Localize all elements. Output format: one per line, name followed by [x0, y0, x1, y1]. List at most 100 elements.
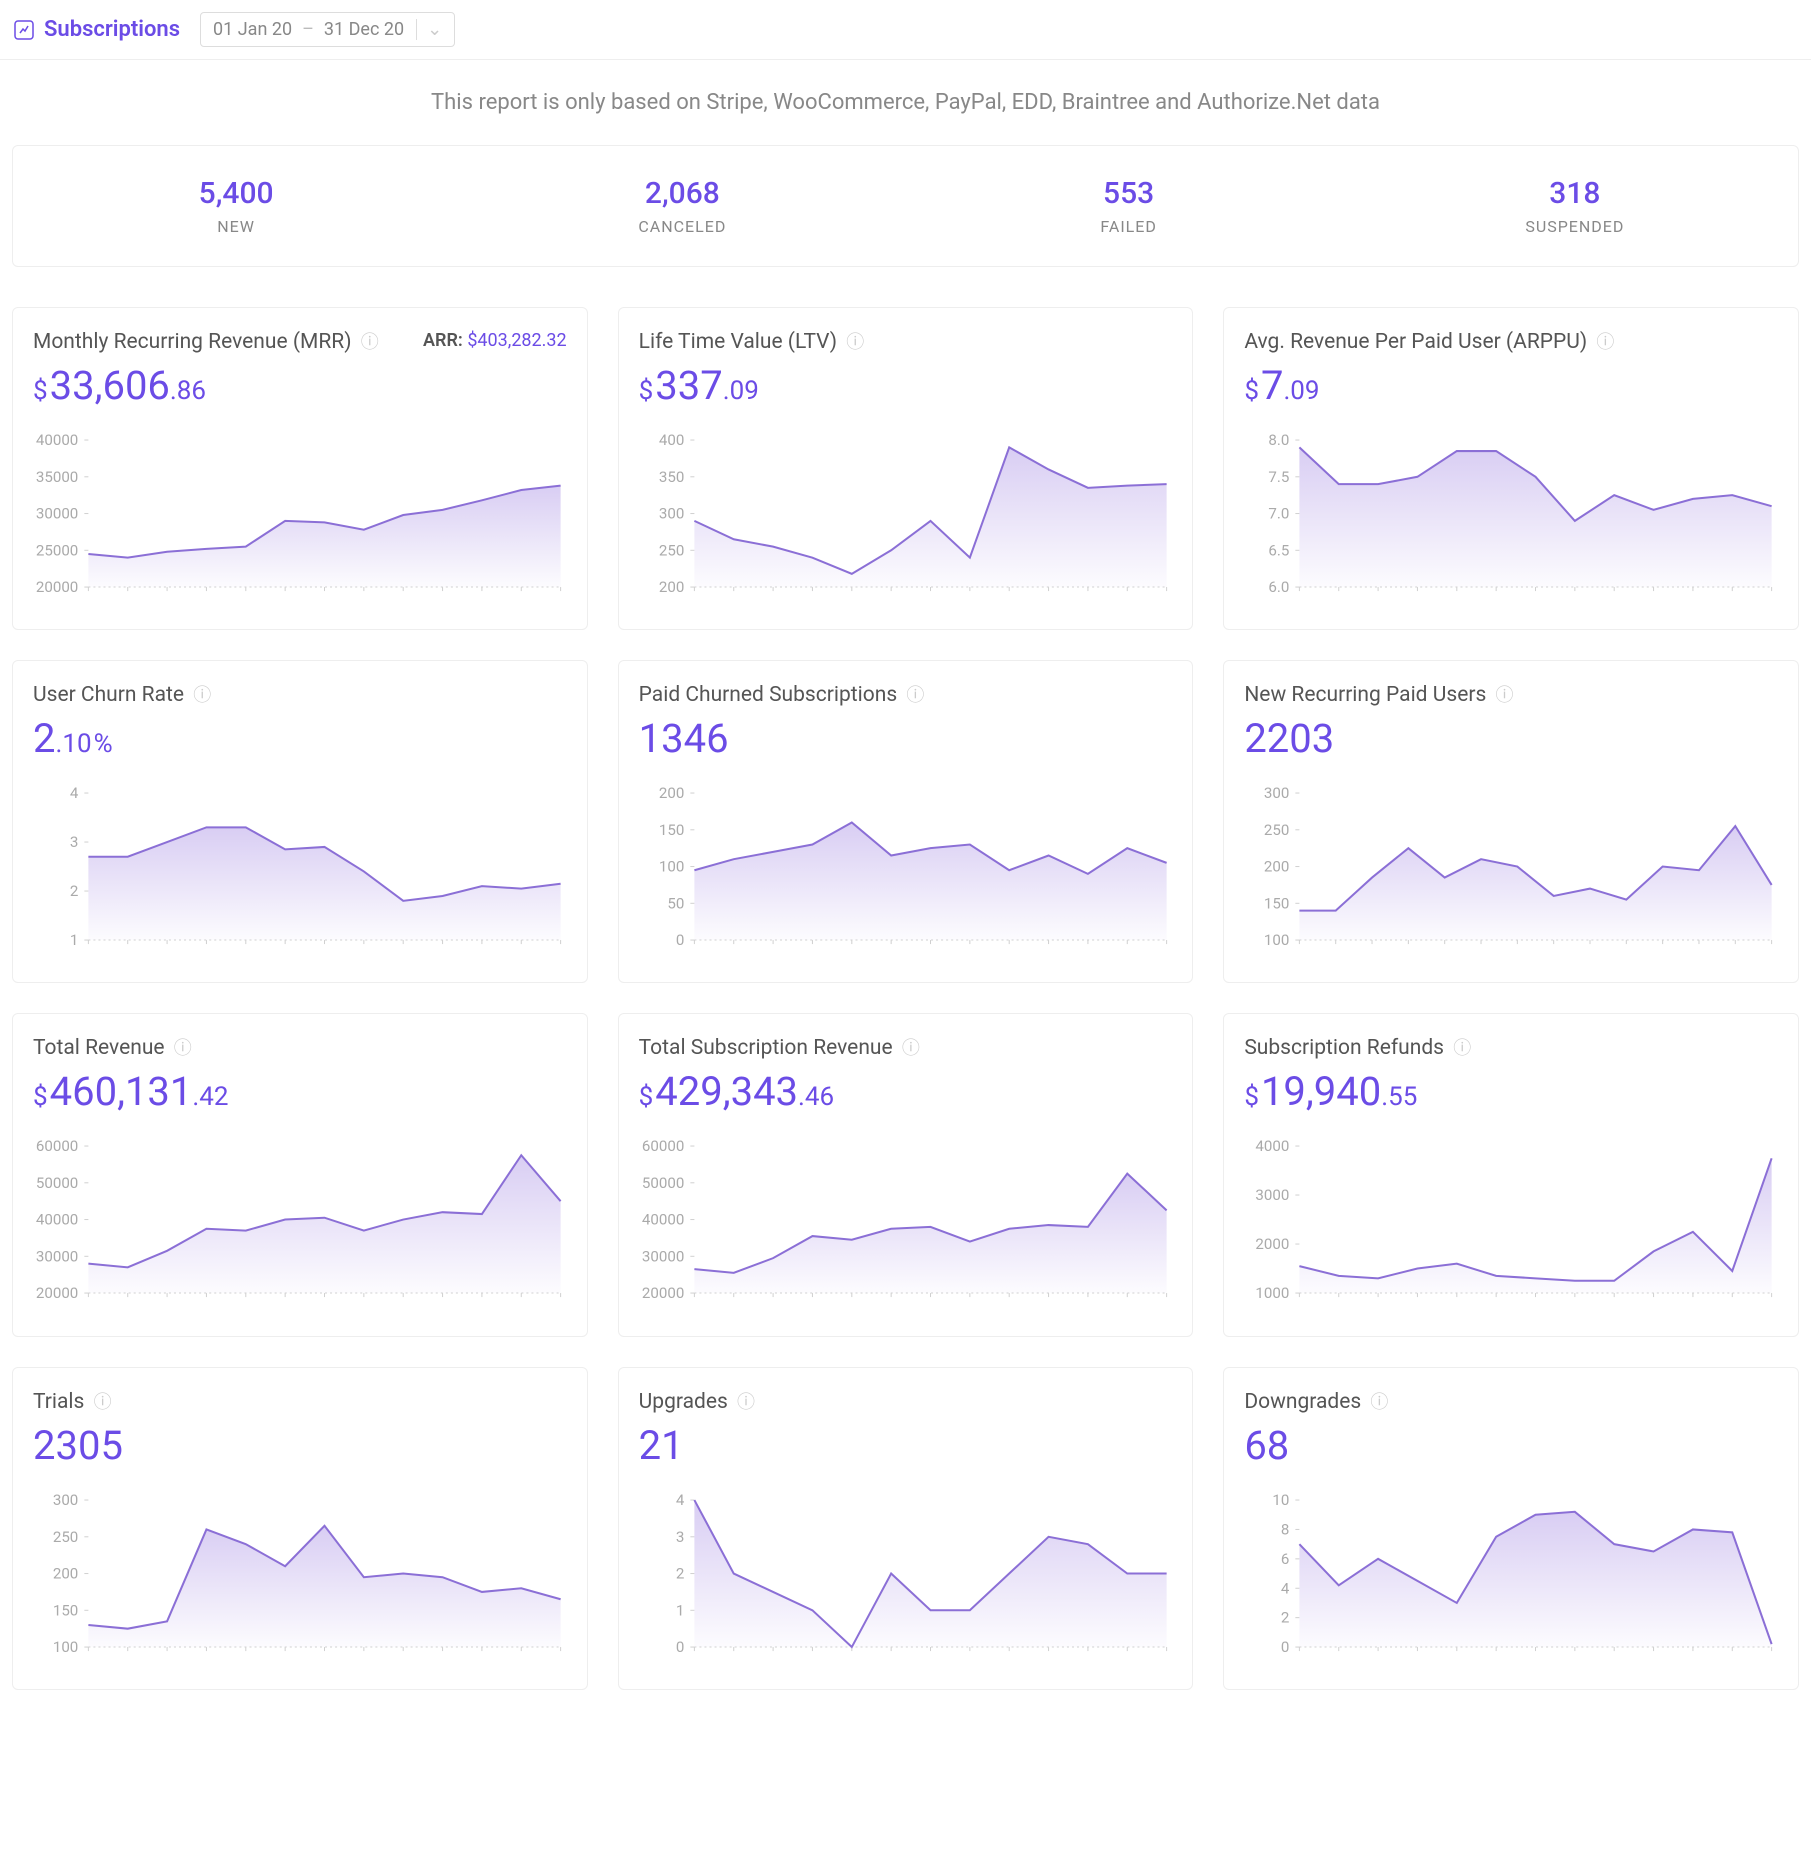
- info-icon[interactable]: ⓘ: [193, 685, 211, 706]
- metric-value: $19,940.55: [1244, 1068, 1778, 1115]
- chart-refunds: 1000 2000 3000 4000: [1244, 1140, 1778, 1311]
- svg-text:50000: 50000: [642, 1174, 684, 1192]
- svg-text:1: 1: [675, 1601, 683, 1619]
- metric-value: 68: [1244, 1422, 1778, 1469]
- date-from: 01 Jan 20: [213, 19, 292, 40]
- chart-paid-churned: 050100150200: [639, 787, 1173, 958]
- svg-text:4: 4: [1281, 1579, 1290, 1597]
- svg-text:100: 100: [53, 1638, 78, 1656]
- summary-label: CANCELED: [459, 217, 905, 236]
- info-icon[interactable]: ⓘ: [174, 1038, 192, 1059]
- chart-churn: 1234: [33, 787, 567, 958]
- metric-value: 21: [639, 1422, 1173, 1469]
- metric-card-ltv[interactable]: Life Time Value (LTV) ⓘ $337.09 20025030…: [618, 307, 1194, 630]
- metric-title: Total Subscription Revenue ⓘ: [639, 1034, 1173, 1060]
- svg-text:200: 200: [659, 578, 684, 596]
- svg-text:300: 300: [53, 1494, 78, 1509]
- svg-text:30000: 30000: [642, 1248, 684, 1266]
- summary-value: 553: [906, 176, 1352, 211]
- info-icon[interactable]: ⓘ: [1453, 1038, 1471, 1059]
- chart-new-recurring: 100150200250300: [1244, 787, 1778, 958]
- metrics-grid: Monthly Recurring Revenue (MRR) ⓘ ARR: $…: [0, 307, 1811, 1720]
- svg-text:40000: 40000: [36, 1211, 78, 1229]
- svg-text:100: 100: [659, 858, 684, 876]
- info-icon[interactable]: ⓘ: [846, 332, 864, 353]
- info-icon[interactable]: ⓘ: [1496, 685, 1514, 706]
- metric-title: Total Revenue ⓘ: [33, 1034, 567, 1060]
- summary-value: 318: [1352, 176, 1798, 211]
- metric-value: 2305: [33, 1422, 567, 1469]
- svg-text:3: 3: [70, 833, 78, 851]
- svg-text:200: 200: [1264, 858, 1289, 876]
- metric-title: Trials ⓘ: [33, 1388, 567, 1414]
- metric-card-trials[interactable]: Trials ⓘ 2305 100150200250300: [12, 1367, 588, 1690]
- svg-text:300: 300: [659, 505, 684, 523]
- chart-arppu: 6.06.57.07.58.0: [1244, 434, 1778, 605]
- svg-text:4: 4: [675, 1494, 684, 1509]
- svg-text:20000: 20000: [642, 1284, 684, 1302]
- svg-text:0: 0: [675, 931, 683, 949]
- svg-text:4: 4: [70, 787, 79, 802]
- metric-card-paid-churned[interactable]: Paid Churned Subscriptions ⓘ 1346 050100…: [618, 660, 1194, 983]
- summary-stat-failed[interactable]: 553FAILED: [906, 146, 1352, 266]
- chart-upgrades: 0 1 2 3 4: [639, 1494, 1173, 1665]
- svg-text:4000: 4000: [1256, 1140, 1290, 1155]
- svg-text:10: 10: [1273, 1494, 1290, 1509]
- info-icon[interactable]: ⓘ: [906, 685, 924, 706]
- info-icon[interactable]: ⓘ: [361, 332, 379, 353]
- svg-text:2000: 2000: [1256, 1235, 1290, 1253]
- report-note: This report is only based on Stripe, Woo…: [0, 60, 1811, 145]
- svg-text:300: 300: [1264, 787, 1289, 802]
- chart-mrr: 2000025000300003500040000: [33, 434, 567, 605]
- svg-text:7.0: 7.0: [1269, 505, 1290, 523]
- subscriptions-icon: [12, 18, 36, 42]
- metric-value: $460,131.42: [33, 1068, 567, 1115]
- svg-text:40000: 40000: [642, 1211, 684, 1229]
- metric-card-refunds[interactable]: Subscription Refunds ⓘ $19,940.55 100020…: [1223, 1013, 1799, 1336]
- summary-value: 2,068: [459, 176, 905, 211]
- svg-text:250: 250: [53, 1527, 78, 1545]
- svg-text:20000: 20000: [36, 1284, 78, 1302]
- metric-card-upgrades[interactable]: Upgrades ⓘ 21 01234: [618, 1367, 1194, 1690]
- svg-text:400: 400: [659, 434, 684, 449]
- summary-stat-suspended[interactable]: 318 SUSPENDED: [1352, 146, 1798, 266]
- metric-value: 2.10%: [33, 715, 567, 762]
- metric-card-churn[interactable]: User Churn Rate ⓘ 2.10% 1234: [12, 660, 588, 983]
- svg-text:250: 250: [659, 541, 684, 559]
- metric-card-sub-rev[interactable]: Total Subscription Revenue ⓘ $429,343.46…: [618, 1013, 1194, 1336]
- summary-label: SUSPENDED: [1352, 217, 1798, 236]
- metric-title: Avg. Revenue Per Paid User (ARPPU) ⓘ: [1244, 328, 1778, 354]
- arr-badge: ARR: $403,282.32: [423, 330, 567, 351]
- svg-text:6: 6: [1281, 1549, 1289, 1567]
- chart-downgrades: 0246810: [1244, 1494, 1778, 1665]
- metric-card-total-rev[interactable]: Total Revenue ⓘ $460,131.42 200003000040…: [12, 1013, 588, 1336]
- svg-text:25000: 25000: [36, 541, 78, 559]
- info-icon[interactable]: ⓘ: [94, 1392, 112, 1413]
- info-icon[interactable]: ⓘ: [1596, 332, 1614, 353]
- info-icon[interactable]: ⓘ: [902, 1038, 920, 1059]
- metric-card-arppu[interactable]: Avg. Revenue Per Paid User (ARPPU) ⓘ $7.…: [1223, 307, 1799, 630]
- svg-text:150: 150: [1264, 895, 1289, 913]
- info-icon[interactable]: ⓘ: [1370, 1392, 1388, 1413]
- svg-text:6.5: 6.5: [1269, 541, 1290, 559]
- info-icon[interactable]: ⓘ: [737, 1392, 755, 1413]
- svg-text:150: 150: [659, 821, 684, 839]
- metric-value: $337.09: [639, 362, 1173, 409]
- svg-text:150: 150: [53, 1601, 78, 1619]
- date-range-picker[interactable]: 01 Jan 20 – 31 Dec 20 ⌄: [200, 12, 455, 47]
- metric-card-downgrades[interactable]: Downgrades ⓘ 68 0246810: [1223, 1367, 1799, 1690]
- svg-text:0: 0: [675, 1638, 683, 1656]
- summary-stat-new[interactable]: 5,400NEW: [13, 146, 459, 266]
- metric-value: $429,343.46: [639, 1068, 1173, 1115]
- svg-text:60000: 60000: [642, 1140, 684, 1155]
- metric-card-new-recurring[interactable]: New Recurring Paid Users ⓘ 2203 10015020…: [1223, 660, 1799, 983]
- summary-stat-canceled[interactable]: 2,068 CANCELED: [459, 146, 905, 266]
- svg-text:3: 3: [675, 1527, 683, 1545]
- summary-label: NEW: [13, 217, 459, 236]
- svg-text:2: 2: [675, 1564, 683, 1582]
- svg-text:3000: 3000: [1256, 1186, 1290, 1204]
- metric-value: $7.09: [1244, 362, 1778, 409]
- metric-title: Paid Churned Subscriptions ⓘ: [639, 681, 1173, 707]
- metric-card-mrr[interactable]: Monthly Recurring Revenue (MRR) ⓘ ARR: $…: [12, 307, 588, 630]
- svg-text:1000: 1000: [1256, 1284, 1290, 1302]
